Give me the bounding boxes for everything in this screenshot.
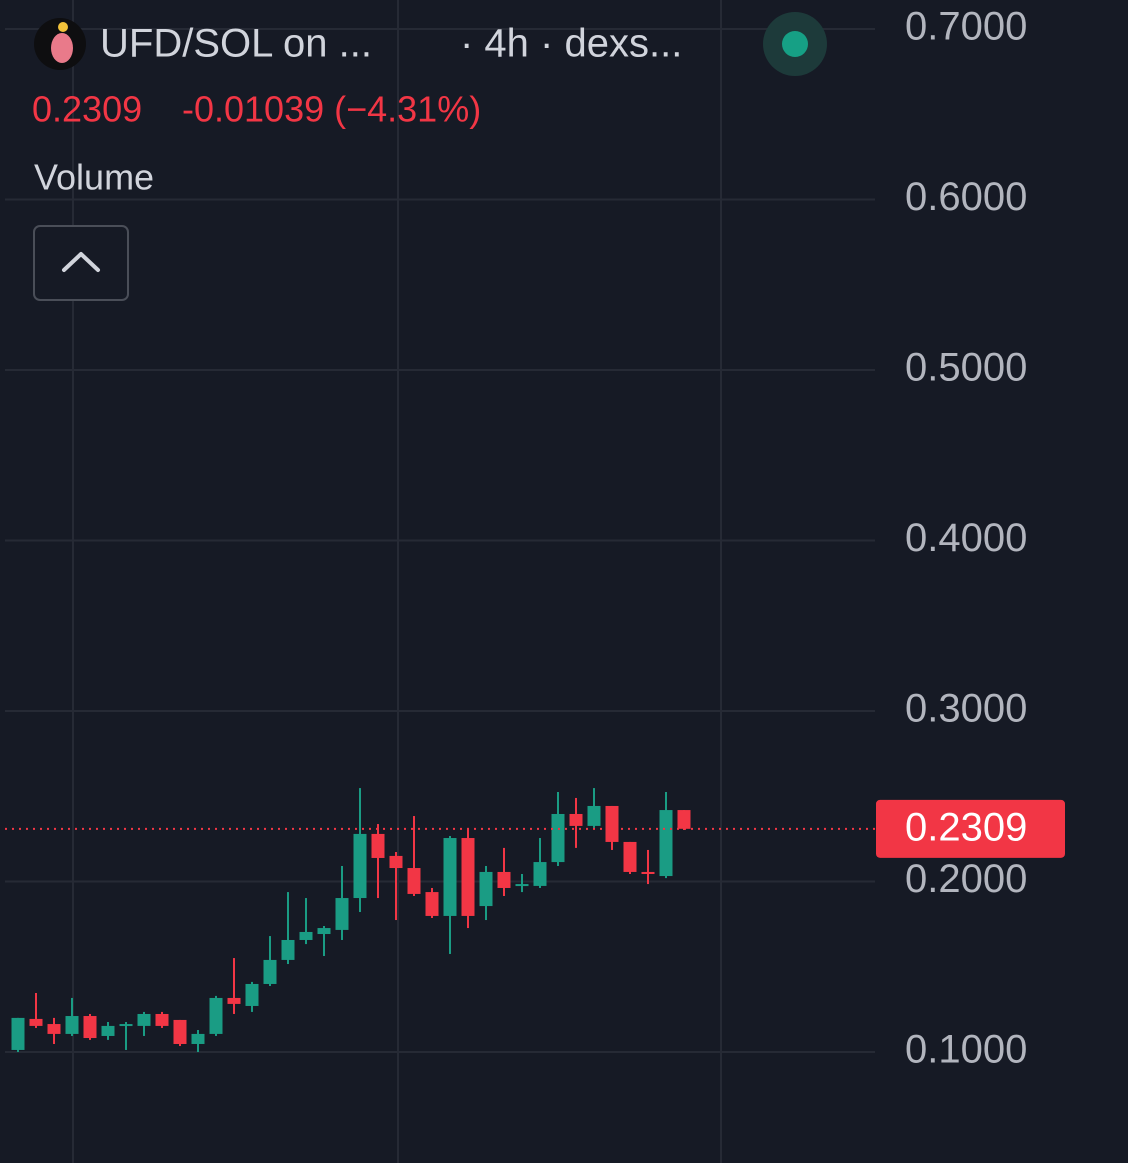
- candle-body: [407, 868, 421, 894]
- collapse-button[interactable]: [33, 225, 129, 301]
- interval-source[interactable]: · 4h · dexs...: [460, 22, 682, 66]
- symbol-title[interactable]: UFD/SOL on ...: [100, 22, 372, 66]
- candle-body: [209, 997, 223, 1034]
- candle-body: [479, 871, 493, 907]
- candles: [11, 788, 691, 1053]
- header-change: -0.01039 (−4.31%): [182, 89, 481, 130]
- candle-body: [191, 1033, 205, 1044]
- candle-body: [101, 1025, 115, 1036]
- candle-body: [47, 1024, 61, 1034]
- candle-body: [227, 997, 241, 1004]
- overlay: 0.2309: [5, 799, 1065, 858]
- candle-body: [515, 884, 529, 887]
- y-tick-label: 0.4000: [905, 516, 1027, 560]
- candle-body: [83, 1016, 97, 1039]
- candle-body: [11, 1017, 25, 1050]
- chevron-icon: [62, 252, 100, 272]
- y-tick-label: 0.5000: [905, 346, 1027, 390]
- status-dot[interactable]: [782, 31, 808, 57]
- y-tick-label: 0.6000: [905, 175, 1027, 219]
- candle-body: [389, 855, 403, 869]
- avatar-hat: [58, 22, 68, 32]
- candle-body: [245, 983, 259, 1006]
- candle-body: [623, 841, 637, 872]
- candle-body: [119, 1024, 133, 1027]
- candle-body: [371, 833, 385, 858]
- avatar-figure: [51, 33, 73, 63]
- candle-body: [443, 838, 457, 916]
- candle-body: [173, 1019, 187, 1044]
- candle-body: [569, 813, 583, 826]
- candle-body: [677, 810, 691, 829]
- candle-body: [551, 813, 565, 863]
- candle-body: [335, 898, 349, 930]
- candle-body: [497, 871, 511, 888]
- candle-body: [461, 838, 475, 916]
- header: UFD/SOL on ... · 4h · dexs... 0.2309 -0.…: [32, 12, 827, 301]
- y-tick-label: 0.7000: [905, 5, 1027, 49]
- candle-body: [659, 810, 673, 877]
- header-price: 0.2309: [32, 89, 142, 130]
- candle-body: [587, 805, 601, 826]
- candle-body: [605, 805, 619, 842]
- candle-body: [155, 1013, 169, 1026]
- y-tick-label: 0.3000: [905, 687, 1027, 731]
- candle-body: [533, 862, 547, 886]
- candle-body: [299, 931, 313, 940]
- candle-body: [263, 959, 277, 984]
- last-price-badge: [876, 799, 1065, 858]
- last-price-label: 0.2309: [905, 805, 1027, 849]
- candle-body: [425, 892, 439, 916]
- y-tick-label: 0.2000: [905, 857, 1027, 901]
- candle-body: [317, 928, 331, 935]
- candle-body: [281, 939, 295, 960]
- candle-body: [137, 1013, 151, 1026]
- y-tick-label: 0.1000: [905, 1028, 1027, 1072]
- candle-body: [353, 833, 367, 899]
- grid: 0.1000 0.2000 0.3000 0.4000 0.5000 0.6000 0.70…: [5, 5, 1027, 1072]
- indicator-label[interactable]: Volume: [34, 157, 154, 198]
- candle-body: [65, 1016, 79, 1034]
- candle-body: [641, 871, 655, 874]
- candle-body: [29, 1018, 43, 1026]
